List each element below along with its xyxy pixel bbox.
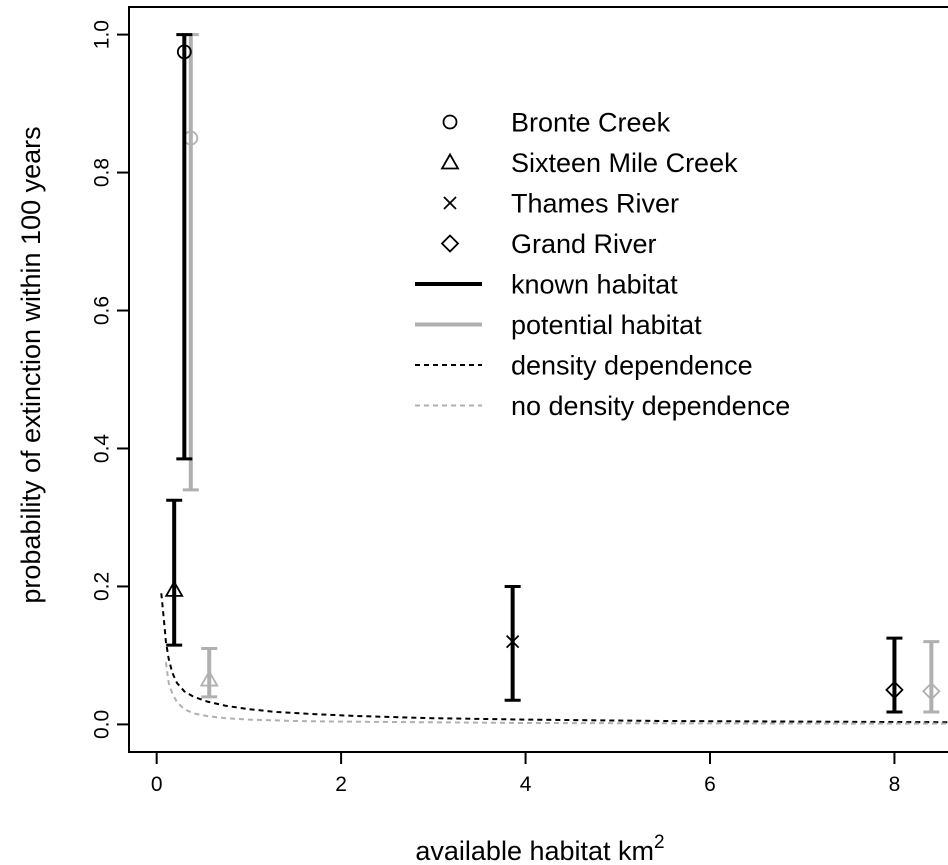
legend-item: Sixteen Mile Creek <box>440 148 738 178</box>
legend-triangle-icon <box>440 152 460 170</box>
legend-item: Bronte Creek <box>442 107 671 137</box>
point-marker <box>922 682 941 701</box>
data-point <box>504 584 521 702</box>
y-axis-title: probability of extinction within 100 yea… <box>16 126 46 603</box>
y-tick-label: 0.0 <box>90 710 113 739</box>
circle-symbol <box>442 114 458 130</box>
data-point <box>199 647 219 699</box>
legend-item: Grand River <box>440 229 657 259</box>
y-tick-label: 0.2 <box>90 572 113 601</box>
curve-no-density-dependence <box>164 662 948 725</box>
x-tick-label: 4 <box>520 773 532 796</box>
legend-item: known habitat <box>415 269 678 299</box>
triangle-symbol <box>199 669 219 687</box>
x-tick-label: 6 <box>704 773 716 796</box>
legend-label: Thames River <box>511 188 679 218</box>
data-point <box>922 640 941 714</box>
x-tick-label: 0 <box>151 773 163 796</box>
cross-stroke <box>506 634 520 649</box>
legend-item: potential habitat <box>415 310 702 340</box>
axes-layer: 0 2 4 6 8 0.0 0.2 0.4 0.6 0.8 1.0 <box>90 20 900 796</box>
point-marker <box>199 669 219 687</box>
circle-symbol <box>176 44 192 60</box>
x-axis-title-superscript: 2 <box>654 832 665 853</box>
point-marker <box>506 634 520 649</box>
y-tick-label: 0.4 <box>90 434 113 464</box>
y-tick-label: 0.6 <box>90 296 113 325</box>
plot-frame <box>128 6 948 753</box>
cross-stroke <box>443 196 457 210</box>
diamond-symbol <box>885 680 904 700</box>
legend-label: density dependence <box>511 350 753 380</box>
legend-label: Bronte Creek <box>511 107 671 137</box>
curve-density-dependence <box>160 593 948 724</box>
data-point <box>176 33 193 461</box>
diamond-symbol <box>440 234 460 253</box>
legend-cross-icon <box>443 196 457 210</box>
triangle-symbol <box>164 580 184 597</box>
x-tick-label: 2 <box>335 773 347 796</box>
y-tick-label: 0.8 <box>90 158 113 187</box>
legend-circle-icon <box>442 114 458 130</box>
marks-layer <box>160 33 948 725</box>
data-point <box>164 498 184 647</box>
triangle-symbol <box>440 152 460 170</box>
x-axis-title: available habitat km2 <box>415 832 664 865</box>
legend-diamond-icon <box>440 234 460 253</box>
legend-item: density dependence <box>415 350 753 380</box>
legend: Bronte Creek Sixteen Mile Creek Thames Riv… <box>415 107 790 421</box>
legend-label: known habitat <box>511 269 678 299</box>
y-tick-label: 1.0 <box>90 20 113 49</box>
data-point <box>885 636 904 714</box>
x-axis-title-text: available habitat km <box>415 836 654 865</box>
legend-label: Sixteen Mile Creek <box>511 148 738 178</box>
legend-item: Thames River <box>443 188 679 218</box>
x-tick-label: 8 <box>889 773 901 796</box>
legend-label: potential habitat <box>511 310 702 340</box>
point-marker <box>176 44 192 60</box>
point-marker <box>164 580 184 597</box>
legend-label: no density dependence <box>511 391 790 421</box>
legend-label: Grand River <box>511 229 657 259</box>
point-marker <box>885 680 904 700</box>
legend-item: no density dependence <box>415 391 790 421</box>
diamond-symbol <box>922 682 941 701</box>
